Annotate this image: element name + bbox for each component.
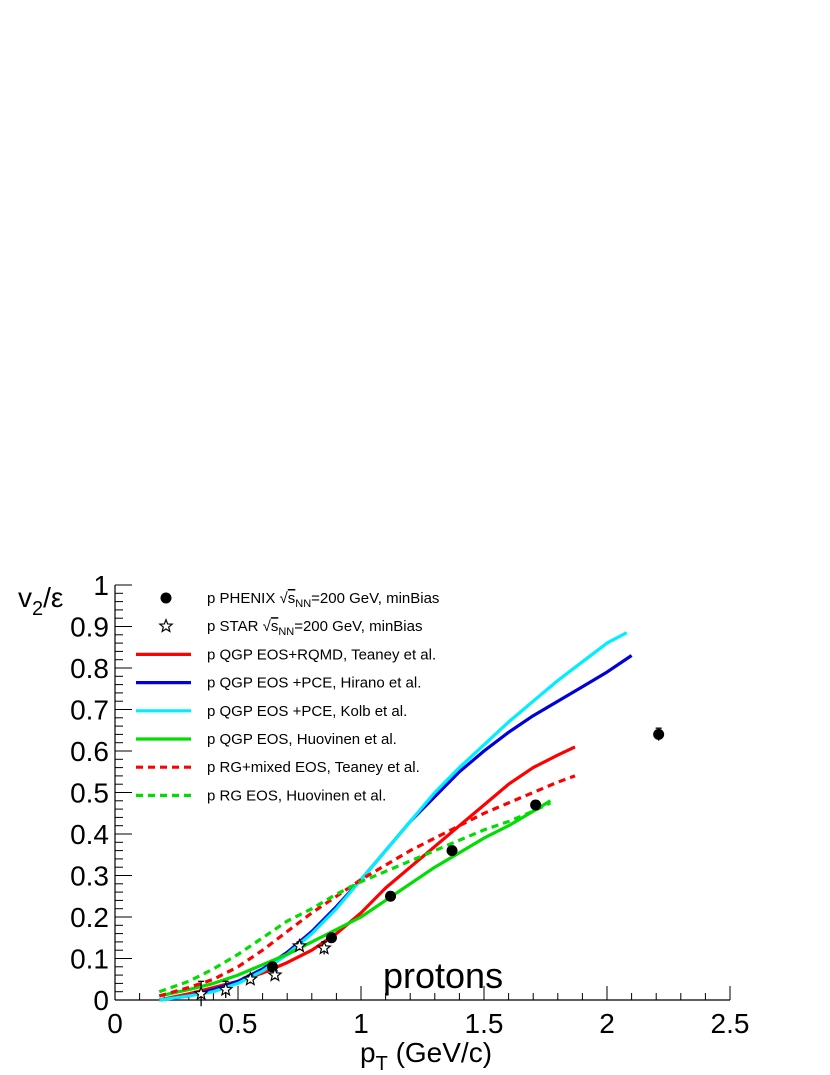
y-tick-label: 0.8	[70, 653, 109, 684]
x-tick-label: 0	[107, 1008, 123, 1039]
star-data-point	[242, 971, 259, 986]
star-data-point	[291, 937, 308, 953]
star-data-point	[217, 981, 234, 997]
star-data-point	[316, 939, 332, 955]
x-tick-label: 2.5	[711, 1008, 750, 1039]
legend-label-p-phenix-s-nn-200-gev-minbias: p PHENIX √sNN=200 GeV, minBias	[207, 590, 439, 610]
y-tick-label: 0.6	[70, 736, 109, 767]
series-line-p-rg-mixed-eos-teaney-et-al	[158, 774, 576, 998]
y-tick-label: 0	[93, 985, 109, 1016]
annotation-protons: protons	[383, 955, 503, 996]
y-tick-label: 0.2	[70, 902, 109, 933]
y-tick-label: 1	[93, 570, 109, 601]
series-line-p-rg-eos-huovinen-et-al	[158, 801, 552, 994]
star-data-point	[193, 985, 209, 1001]
axes: 0 0.5 1 1.5 2 2.5 0 0.1 0.2 0.3 0.4 0.5 0.6 0.7 0.8 0.9…	[18, 570, 749, 1075]
legend: p PHENIX √sNN=200 GeV, minBias p STAR √sN…	[136, 590, 439, 804]
y-tick-label: 0.9	[70, 612, 109, 643]
legend-label-p-qgp-eos-pce-hirano-et-al: p QGP EOS +PCE, Hirano et al.	[207, 675, 421, 692]
phenix-data-point	[653, 728, 665, 740]
phenix-data-point	[385, 890, 397, 902]
x-tick-label: 1	[353, 1008, 369, 1039]
points-layer	[193, 727, 665, 1007]
phenix-data-point	[530, 799, 542, 811]
legend-label-p-star-s-nn-200-gev-minbias: p STAR √sNN=200 GeV, minBias	[207, 618, 422, 638]
y-tick-label: 0.1	[70, 944, 109, 975]
x-tick-label: 1.5	[465, 1008, 504, 1039]
legend-label-p-rg-mixed-eos-teaney-et-al: p RG+mixed EOS, Teaney et al.	[207, 759, 420, 776]
y-tick-label: 0.4	[70, 819, 109, 850]
y-tick-label: 0.3	[70, 861, 109, 892]
x-tick-label: 0.5	[219, 1008, 258, 1039]
x-tick-label: 2	[599, 1008, 615, 1039]
phenix-data-point	[446, 845, 458, 857]
series-line-p-qgp-eos-pce-kolb-et-al	[159, 631, 628, 1002]
series-line-p-qgp-eos-huovinen-et-al	[158, 799, 552, 998]
legend-label-p-qgp-eos-rqmd-teaney-et-al: p QGP EOS+RQMD, Teaney et al.	[207, 646, 436, 663]
y-tick-label: 0.5	[70, 778, 109, 809]
x-axis-title: pT (GeV/c)	[360, 1037, 492, 1075]
series-layer	[158, 631, 633, 1002]
star-data-point	[267, 966, 283, 982]
legend-label-p-rg-eos-huovinen-et-al: p RG EOS, Huovinen et al.	[207, 787, 386, 804]
legend-label-p-qgp-eos-huovinen-et-al: p QGP EOS, Huovinen et al.	[207, 731, 397, 748]
y-axis-title: v2/ε	[18, 582, 63, 620]
legend-marker-phenix	[160, 592, 172, 604]
phenix-data-point	[325, 932, 337, 944]
legend-marker-star	[158, 618, 174, 633]
y-tick-label: 0.7	[70, 695, 109, 726]
legend-label-p-qgp-eos-pce-kolb-et-al: p QGP EOS +PCE, Kolb et al.	[207, 703, 407, 720]
